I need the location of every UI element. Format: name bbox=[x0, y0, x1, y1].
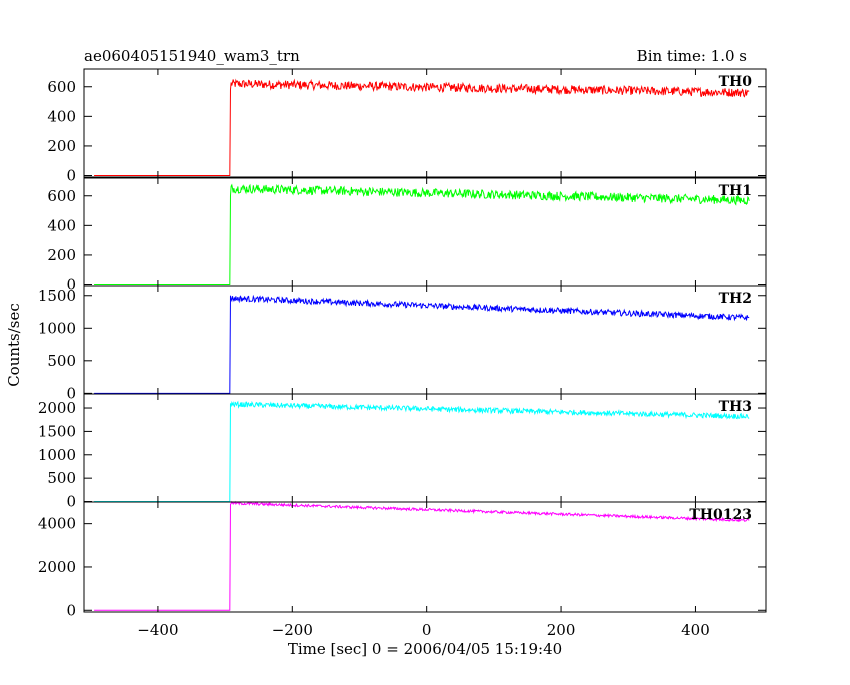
x-tick-label: −200 bbox=[272, 621, 313, 639]
y-tick-label: 1000 bbox=[38, 446, 76, 464]
y-tick-label: 500 bbox=[47, 469, 76, 487]
y-axis-label: Counts/sec bbox=[5, 303, 23, 387]
panel-th3: 0 500 1000 1500 2000 TH3 bbox=[38, 393, 767, 511]
series-label-th1: TH1 bbox=[719, 183, 752, 199]
panel-frame bbox=[83, 285, 767, 395]
series-line-th0123 bbox=[94, 500, 750, 611]
y-tick-label: 1500 bbox=[38, 422, 76, 440]
y-tick-label: 2000 bbox=[38, 558, 76, 576]
x-axis-label: Time [sec] 0 = 2006/04/05 15:19:40 bbox=[288, 640, 562, 658]
panel-frame bbox=[83, 393, 767, 503]
y-tick-label: 400 bbox=[47, 216, 76, 234]
panel-frame bbox=[83, 68, 767, 178]
y-tick-label: 200 bbox=[47, 246, 76, 264]
y-tick-label: 600 bbox=[47, 78, 76, 96]
bin-time-label: Bin time: 1.0 s bbox=[637, 47, 747, 65]
y-tick-label: 2000 bbox=[38, 399, 76, 417]
series-label-th3: TH3 bbox=[719, 399, 752, 415]
series-line-th3 bbox=[94, 400, 750, 503]
panel-frame bbox=[83, 501, 767, 613]
panel-th2: 0 500 1000 1500 TH2 bbox=[38, 285, 767, 402]
series-line-th1 bbox=[94, 183, 750, 286]
y-tick-label: 500 bbox=[47, 352, 76, 370]
y-tick-label: 1500 bbox=[38, 287, 76, 305]
series-line-th0 bbox=[94, 78, 750, 177]
x-tick-label: −400 bbox=[137, 621, 178, 639]
y-tick-label: 1000 bbox=[38, 319, 76, 337]
panels-group: 0 200 400 600 TH0 0 200 400 600 TH1 0 500 1000 1500 TH… bbox=[38, 68, 767, 639]
panel-th0123: 0 2000 4000 TH0123 bbox=[38, 500, 767, 619]
series-label-th0: TH0 bbox=[719, 74, 753, 90]
panel-th0: 0 200 400 600 TH0 bbox=[47, 68, 767, 185]
y-tick-label: 0 bbox=[66, 167, 76, 185]
y-tick-label: 600 bbox=[47, 187, 76, 205]
x-tick-label: 400 bbox=[681, 621, 710, 639]
y-tick-label: 0 bbox=[66, 601, 76, 619]
y-tick-label: 0 bbox=[66, 276, 76, 294]
x-tick-label: 0 bbox=[422, 621, 432, 639]
chart-title: ae060405151940_wam3_trn bbox=[84, 47, 300, 65]
series-line-th2 bbox=[94, 294, 750, 394]
y-tick-label: 4000 bbox=[38, 515, 76, 533]
y-tick-label: 200 bbox=[47, 137, 76, 155]
series-label-th0123: TH0123 bbox=[689, 507, 752, 523]
y-tick-label: 0 bbox=[66, 493, 76, 511]
y-tick-label: 400 bbox=[47, 107, 76, 125]
x-tick-label: 200 bbox=[547, 621, 576, 639]
y-tick-label: 0 bbox=[66, 384, 76, 402]
series-label-th2: TH2 bbox=[719, 291, 752, 307]
panel-th1: 0 200 400 600 TH1 bbox=[47, 177, 767, 294]
